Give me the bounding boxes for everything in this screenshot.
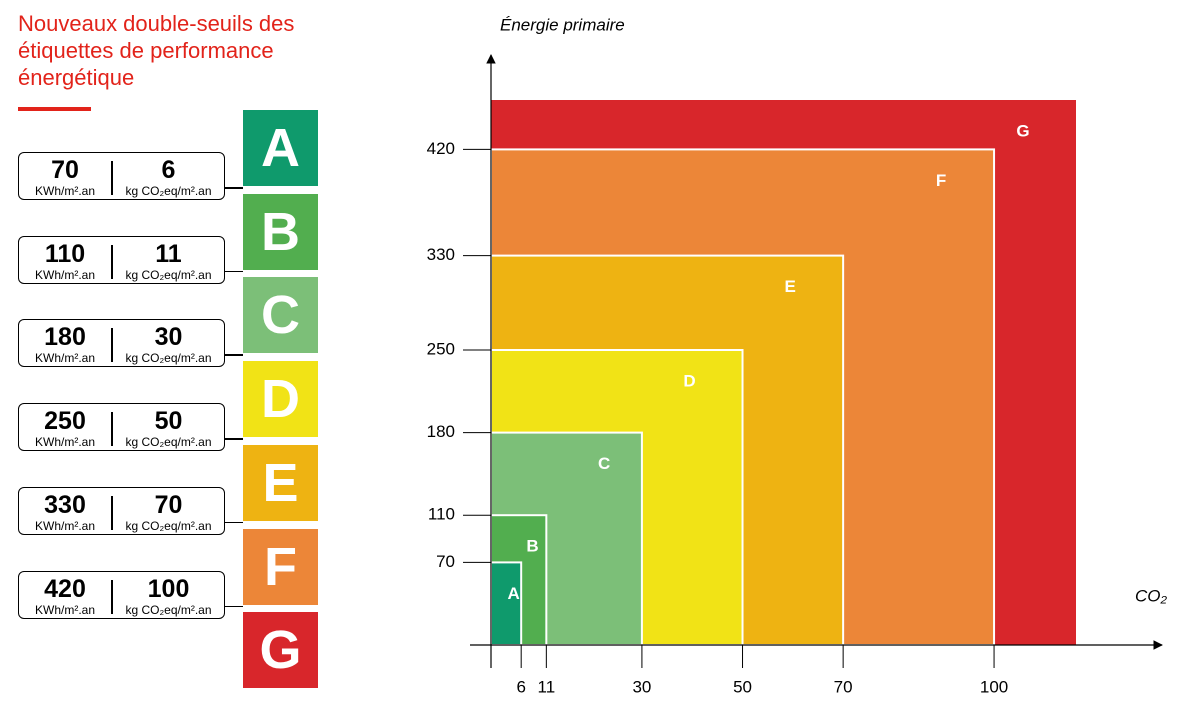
divider (111, 161, 113, 195)
divider (111, 579, 113, 614)
connector (225, 605, 243, 607)
energy-unit: KWh/m².an (34, 518, 95, 533)
co2-unit: kg CO₂eq/m².an (125, 351, 212, 366)
class-badge: E (243, 444, 318, 521)
class-label: D (683, 371, 695, 390)
connector (225, 354, 243, 356)
energy-value: 70 (51, 156, 79, 184)
co2-value: 6 (161, 156, 176, 184)
energy-unit: KWh/m².an (34, 435, 95, 450)
y-axis-label: Énergie primaire (500, 15, 625, 34)
co2-cell: 30 kg CO₂eq/m².an (113, 320, 224, 365)
co2-unit: kg CO₂eq/m².an (125, 267, 212, 282)
class-label: C (598, 454, 610, 473)
class-badge: B (243, 193, 318, 270)
y-tick-label: 70 (436, 552, 455, 571)
class-badge: C (243, 277, 318, 354)
energy-value: 420 (44, 574, 86, 603)
co2-unit: kg CO₂eq/m².an (125, 435, 212, 450)
class-label: E (784, 277, 795, 296)
energy-unit: KWh/m².an (34, 351, 95, 366)
y-tick-label: 420 (427, 139, 455, 158)
energy-value: 180 (44, 323, 86, 352)
co2-value: 30 (154, 323, 183, 352)
co2-cell: 100 kg CO₂eq/m².an (113, 572, 224, 617)
energy-cell: 330 KWh/m².an (19, 488, 111, 533)
energy-value: 250 (44, 407, 86, 436)
energy-unit: KWh/m².an (34, 184, 95, 198)
class-badge: F (243, 528, 318, 605)
connector (225, 270, 243, 273)
class-area (490, 561, 523, 647)
energy-cell: 70 KWh/m².an (19, 153, 111, 198)
divider (111, 412, 113, 447)
connector (225, 187, 243, 189)
x-tick-label: 50 (733, 677, 752, 696)
co2-value: 100 (147, 574, 190, 603)
co2-cell: 70 kg CO₂eq/m².an (113, 488, 224, 533)
co2-value: 11 (155, 239, 182, 268)
class-badge: D (243, 361, 318, 438)
co2-unit: kg CO₂eq/m².an (125, 184, 212, 198)
x-tick-label: 6 (516, 677, 525, 696)
x-axis-label: CO₂ (1135, 586, 1168, 605)
divider (111, 244, 113, 279)
class-label: B (526, 537, 538, 556)
x-tick-label: 100 (980, 677, 1008, 696)
class-badge: G (243, 612, 318, 689)
energy-cell: 110 KWh/m².an (19, 237, 111, 282)
energy-cell: 180 KWh/m².an (19, 320, 111, 365)
co2-value: 70 (154, 490, 183, 519)
threshold-box: 110 KWh/m².an 11 kg CO₂eq/m².an (18, 235, 225, 284)
divider (111, 495, 113, 530)
y-tick-label: 330 (427, 245, 455, 264)
energy-cell: 250 KWh/m².an (19, 404, 111, 449)
connector (225, 521, 243, 524)
y-tick-label: 110 (428, 505, 455, 524)
threshold-box: 70 KWh/m².an 6 kg CO₂eq/m².an (18, 152, 225, 200)
co2-value: 50 (154, 407, 183, 436)
y-tick-label: 250 (427, 339, 455, 358)
class-label: G (1016, 121, 1029, 140)
threshold-box: 330 KWh/m².an 70 kg CO₂eq/m².an (18, 486, 225, 535)
energy-unit: KWh/m².an (34, 602, 95, 617)
x-tick-label: 11 (538, 677, 556, 696)
co2-unit: kg CO₂eq/m².an (125, 518, 212, 533)
co2-cell: 6 kg CO₂eq/m².an (113, 153, 224, 198)
co2-cell: 11 kg CO₂eq/m².an (113, 237, 224, 282)
co2-cell: 50 kg CO₂eq/m².an (113, 404, 224, 449)
y-tick-label: 180 (427, 422, 455, 441)
co2-unit: kg CO₂eq/m².an (125, 602, 212, 617)
threshold-box: 250 KWh/m².an 50 kg CO₂eq/m².an (18, 403, 225, 452)
threshold-box: 420 KWh/m².an 100 kg CO₂eq/m².an (18, 570, 225, 619)
energy-value: 110 (44, 239, 86, 268)
divider (111, 328, 113, 363)
class-label: A (507, 584, 519, 603)
x-tick-label: 70 (834, 677, 853, 696)
class-badge: A (243, 110, 318, 186)
title-underline (18, 107, 91, 111)
connector (225, 438, 243, 440)
x-tick-label: 30 (632, 677, 651, 696)
threshold-box: 180 KWh/m².an 30 kg CO₂eq/m².an (18, 319, 225, 368)
title: Nouveaux double-seuils des étiquettes de… (18, 11, 295, 90)
class-label: F (936, 171, 946, 190)
energy-unit: KWh/m².an (34, 267, 95, 282)
energy-cell: 420 KWh/m².an (19, 572, 111, 617)
energy-value: 330 (44, 490, 86, 519)
